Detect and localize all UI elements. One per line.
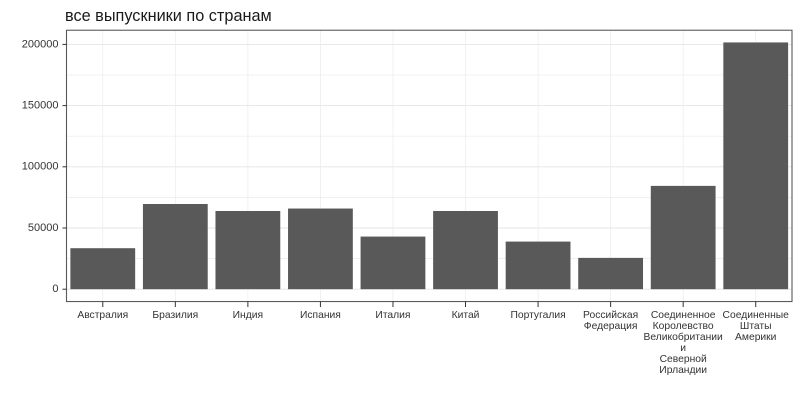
svg-text:50000: 50000 (28, 222, 59, 234)
svg-text:150000: 150000 (22, 100, 59, 112)
svg-text:100000: 100000 (22, 161, 59, 173)
svg-text:Соединенные: Соединенные (723, 310, 790, 321)
svg-text:200000: 200000 (22, 38, 59, 50)
svg-text:Австралия: Австралия (77, 310, 128, 321)
svg-text:Индия: Индия (233, 310, 263, 321)
svg-text:Китай: Китай (452, 310, 480, 321)
svg-text:0: 0 (52, 283, 58, 295)
svg-text:Ирландии: Ирландии (659, 365, 707, 376)
svg-text:Португалия: Португалия (510, 310, 565, 321)
svg-text:Италия: Италия (375, 310, 410, 321)
svg-text:Бразилия: Бразилия (152, 310, 198, 321)
svg-text:Российская: Российская (583, 310, 638, 321)
svg-text:Америки: Америки (735, 332, 777, 343)
svg-text:Великобритании: Великобритании (644, 331, 724, 343)
svg-text:Королевство: Королевство (653, 321, 714, 332)
svg-text:Соединенное: Соединенное (651, 310, 716, 321)
svg-text:Федерация: Федерация (584, 321, 638, 332)
svg-text:и: и (680, 343, 686, 354)
svg-text:Северной: Северной (660, 354, 707, 365)
svg-text:Штаты: Штаты (740, 321, 772, 332)
svg-text:Испания: Испания (300, 310, 341, 321)
